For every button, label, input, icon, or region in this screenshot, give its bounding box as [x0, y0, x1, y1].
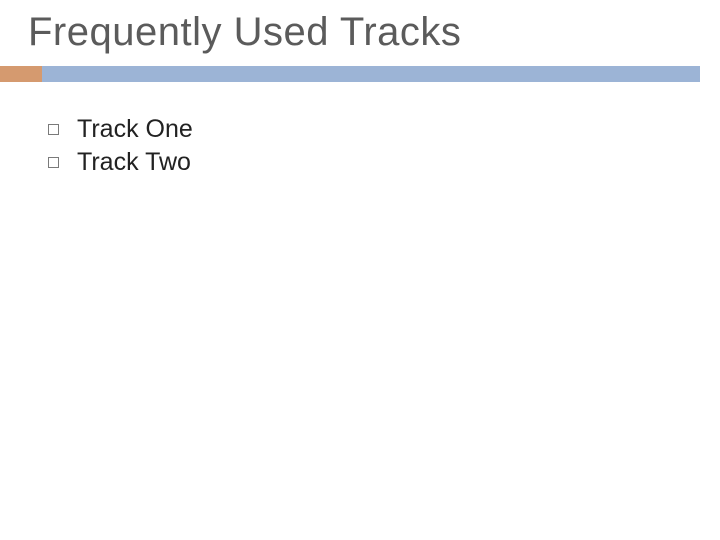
square-bullet-icon	[48, 157, 59, 168]
slide: Frequently Used Tracks Track One Track T…	[0, 0, 720, 540]
list-item: Track Two	[48, 148, 193, 177]
list-item: Track One	[48, 115, 193, 144]
accent-bar-left	[0, 66, 42, 82]
slide-title: Frequently Used Tracks	[28, 10, 461, 55]
list-item-label: Track Two	[77, 148, 191, 177]
accent-bar-right	[42, 66, 700, 82]
square-bullet-icon	[48, 124, 59, 135]
accent-bar	[0, 66, 700, 82]
list-item-label: Track One	[77, 115, 193, 144]
bullet-list: Track One Track Two	[48, 115, 193, 181]
